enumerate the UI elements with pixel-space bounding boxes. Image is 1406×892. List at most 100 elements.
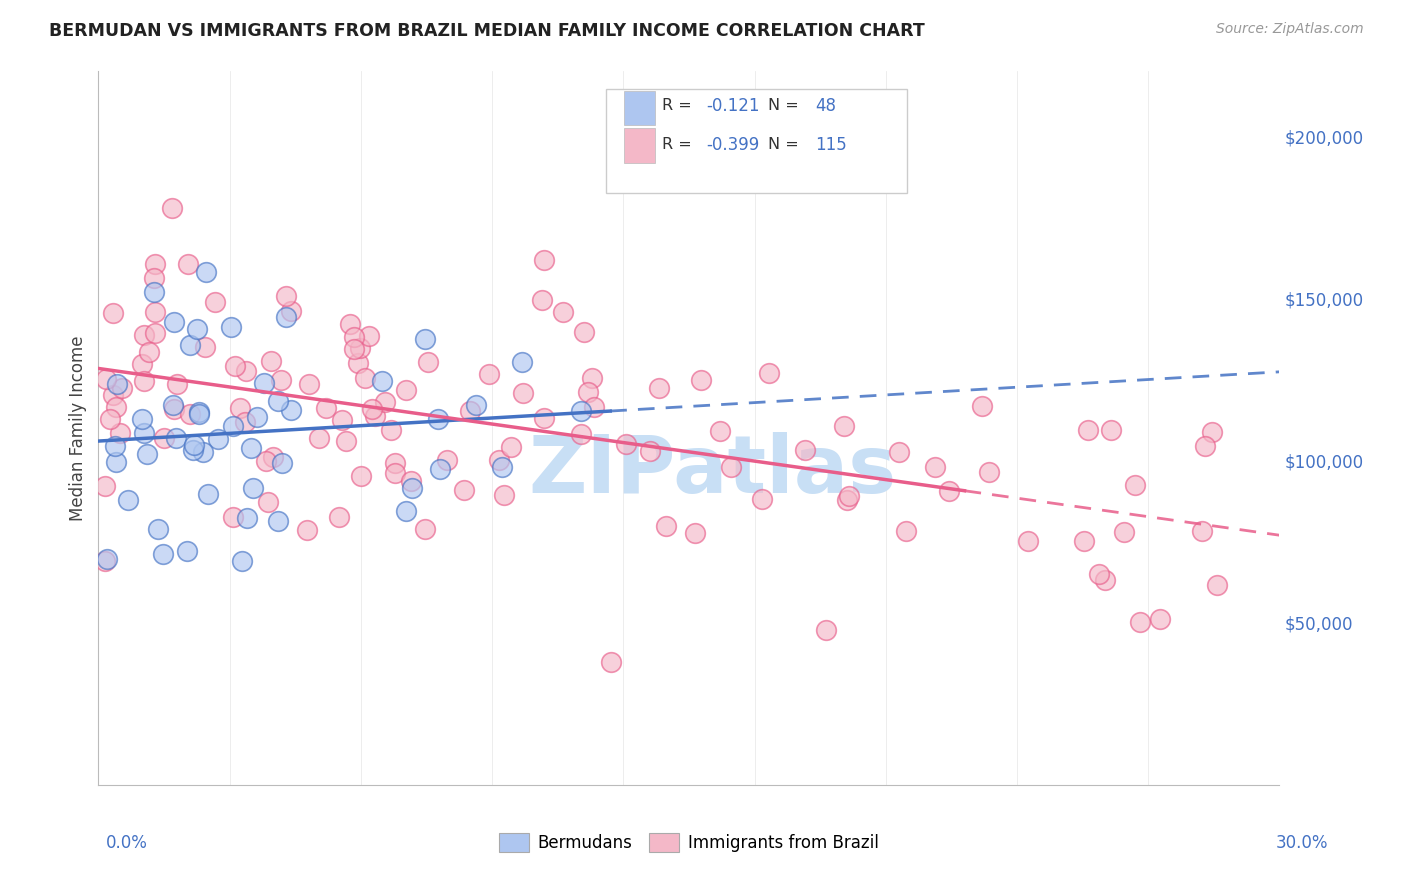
Point: [751, 491, 773, 506]
Point: [1077, 423, 1099, 437]
Point: [1205, 578, 1227, 592]
Point: [401, 481, 423, 495]
Point: [1073, 534, 1095, 549]
Point: [1017, 533, 1039, 548]
Point: [343, 342, 366, 356]
Point: [491, 459, 513, 474]
Text: R =: R =: [662, 137, 696, 153]
Point: [384, 456, 406, 470]
Point: [530, 293, 553, 308]
Point: [315, 401, 337, 415]
Point: [1094, 573, 1116, 587]
Point: [142, 270, 165, 285]
Point: [239, 441, 262, 455]
Point: [236, 510, 259, 524]
Point: [793, 443, 815, 458]
Point: [152, 431, 174, 445]
Point: [204, 295, 226, 310]
Point: [924, 459, 946, 474]
Point: [94, 372, 117, 386]
Point: [533, 253, 555, 268]
Point: [896, 524, 918, 538]
Point: [187, 407, 209, 421]
Point: [165, 431, 187, 445]
Point: [194, 340, 217, 354]
Point: [233, 415, 256, 429]
Point: [583, 400, 606, 414]
Point: [364, 409, 387, 423]
Point: [512, 386, 534, 401]
Point: [342, 330, 364, 344]
Point: [143, 326, 166, 341]
Point: [152, 547, 174, 561]
Point: [416, 355, 439, 369]
Point: [436, 453, 458, 467]
Point: [105, 377, 128, 392]
Point: [395, 384, 418, 398]
Point: [569, 404, 592, 418]
Point: [938, 483, 960, 498]
Text: -0.399: -0.399: [707, 136, 759, 153]
Point: [267, 514, 290, 528]
Point: [970, 399, 993, 413]
Point: [132, 426, 155, 441]
Text: BERMUDAN VS IMMIGRANTS FROM BRAZIL MEDIAN FAMILY INCOME CORRELATION CHART: BERMUDAN VS IMMIGRANTS FROM BRAZIL MEDIA…: [49, 22, 925, 40]
Legend: Bermudans, Immigrants from Brazil: Bermudans, Immigrants from Brazil: [492, 826, 886, 859]
Point: [569, 426, 592, 441]
Text: 48: 48: [815, 96, 837, 114]
Point: [499, 440, 522, 454]
Point: [553, 305, 575, 319]
Point: [350, 469, 373, 483]
Point: [94, 479, 117, 493]
Text: N =: N =: [768, 98, 804, 113]
Point: [179, 407, 201, 421]
Point: [460, 404, 482, 418]
Point: [231, 554, 253, 568]
FancyBboxPatch shape: [606, 89, 907, 193]
Y-axis label: Median Family Income: Median Family Income: [69, 335, 87, 521]
Point: [374, 395, 396, 409]
Point: [195, 265, 218, 279]
Point: [572, 325, 595, 339]
Point: [709, 424, 731, 438]
Point: [246, 410, 269, 425]
Point: [222, 510, 245, 524]
Point: [224, 359, 246, 373]
Point: [163, 401, 186, 416]
Point: [395, 504, 418, 518]
Point: [720, 460, 742, 475]
Point: [616, 437, 638, 451]
Point: [346, 356, 368, 370]
Point: [1087, 566, 1109, 581]
Point: [280, 403, 302, 417]
Point: [146, 522, 169, 536]
Point: [103, 306, 125, 320]
Point: [453, 483, 475, 497]
Point: [160, 201, 183, 215]
Point: [207, 432, 229, 446]
Point: [163, 315, 186, 329]
Point: [135, 447, 157, 461]
Point: [837, 493, 859, 508]
Point: [193, 445, 215, 459]
Point: [832, 419, 855, 434]
Point: [415, 332, 437, 346]
Point: [242, 481, 264, 495]
Point: [429, 462, 451, 476]
Point: [354, 370, 377, 384]
Point: [357, 328, 380, 343]
Point: [131, 411, 153, 425]
FancyBboxPatch shape: [624, 91, 655, 125]
Point: [648, 381, 671, 395]
Point: [426, 411, 449, 425]
Text: -0.121: -0.121: [707, 96, 761, 114]
Point: [274, 310, 297, 324]
Point: [339, 318, 361, 332]
Point: [413, 522, 436, 536]
Point: [683, 526, 706, 541]
Point: [1191, 524, 1213, 538]
Point: [143, 285, 166, 299]
Text: ZIPatlas: ZIPatlas: [529, 432, 897, 510]
Point: [143, 304, 166, 318]
Point: [222, 419, 245, 434]
